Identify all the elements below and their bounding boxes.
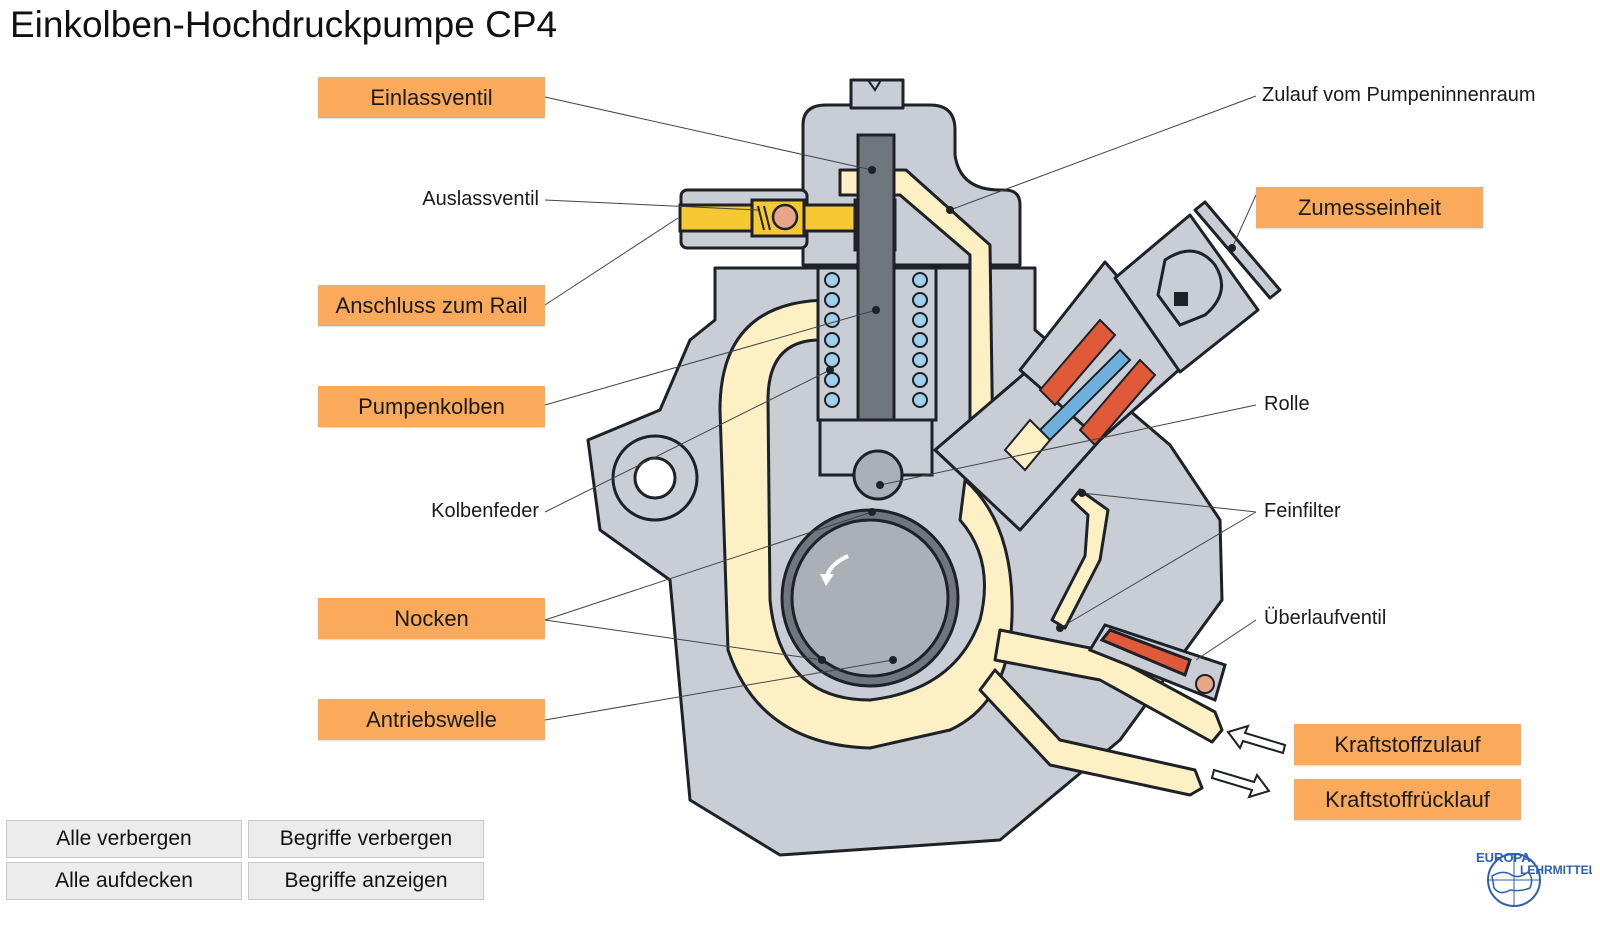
show-all-button[interactable]: Alle aufdecken (6, 862, 242, 900)
fuel-channel-cam-chamber (718, 298, 1014, 750)
fuel-supply-line (978, 668, 1204, 797)
page-title: Einkolben-Hochdruckpumpe CP4 (10, 4, 558, 45)
hide-terms-button[interactable]: Begriffe verbergen (248, 820, 484, 858)
pump-piston (856, 133, 896, 422)
label-auslassventil: Auslassventil (422, 188, 539, 210)
logo-text-europa: EUROPA (1476, 850, 1531, 865)
feinfilter-line (1050, 488, 1110, 630)
label-zumesseinheit[interactable]: Zumesseinheit (1256, 187, 1483, 228)
europa-lehrmittel-logo: EUROPA LEHRMITTEL (1476, 850, 1592, 907)
label-zulauf-vom-pumpeninnenraum: Zulauf vom Pumpeninnenraum (1262, 84, 1536, 106)
roller (852, 449, 904, 501)
outlet-valve-ball (771, 203, 799, 231)
label-nocken[interactable]: Nocken (318, 598, 545, 639)
leader-endpoints (818, 166, 1236, 664)
label-einlassventil[interactable]: Einlassventil (318, 77, 545, 118)
label-rolle: Rolle (1264, 393, 1310, 415)
hide-all-button[interactable]: Alle verbergen (6, 820, 242, 858)
leader-lines (544, 95, 1257, 721)
label-feinfilter: Feinfilter (1264, 500, 1341, 522)
flow-arrows (1210, 724, 1287, 799)
fine-filter-element (1003, 418, 1052, 472)
label-kraftstoffzulauf[interactable]: Kraftstoffzulauf (1294, 724, 1521, 765)
label-kraftstoffruecklauf[interactable]: Kraftstoffrücklauf (1294, 779, 1521, 820)
label-antriebswelle[interactable]: Antriebswelle (318, 699, 545, 740)
label-anschluss-zum-rail[interactable]: Anschluss zum Rail (318, 285, 545, 326)
label-ueberlaufventil: Überlaufventil (1264, 607, 1387, 629)
label-kolbenfeder: Kolbenfeder (431, 500, 539, 522)
label-pumpenkolben[interactable]: Pumpenkolben (318, 386, 545, 427)
overflow-valve (1087, 623, 1227, 703)
drive-shaft (790, 518, 950, 678)
show-terms-button[interactable]: Begriffe anzeigen (248, 862, 484, 900)
logo-text-lehrmittel: LEHRMITTEL (1520, 863, 1592, 877)
